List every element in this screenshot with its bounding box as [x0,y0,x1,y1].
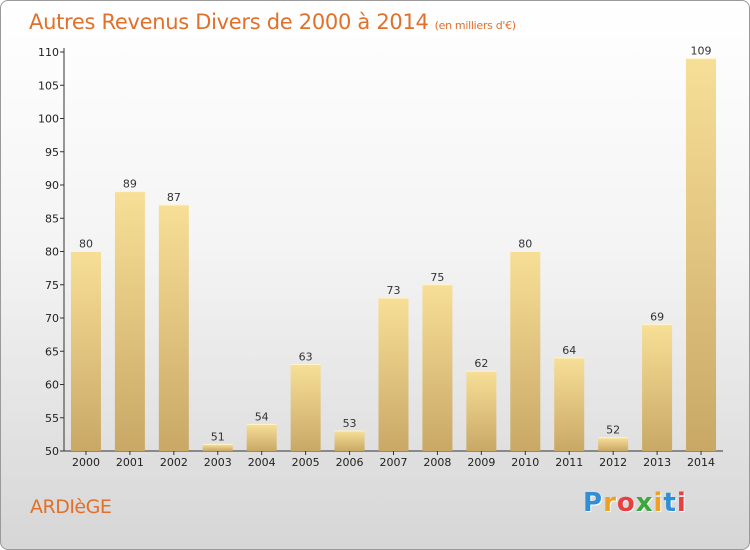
bar-value-label: 75 [430,271,444,284]
x-tick-label: 2003 [204,456,232,469]
x-tick-label: 2009 [467,456,495,469]
x-tick-label: 2000 [72,456,100,469]
y-tick-label: 90 [45,179,59,192]
bar [290,364,321,451]
bar-value-label: 53 [343,417,357,430]
town-name: ARDIèGE [30,496,112,518]
bar-value-label: 80 [79,238,93,251]
bar [378,298,409,451]
y-tick-label: 75 [45,279,59,292]
logo-letter: o [616,488,636,518]
bar-value-label: 54 [255,410,269,423]
bar-value-label: 64 [562,344,576,357]
logo-letter: r [603,488,617,518]
logo-letter: P [583,488,604,518]
logo-letter: i [653,488,664,518]
bar [334,431,365,451]
y-tick-label: 110 [38,46,59,59]
y-tick-label: 100 [38,113,59,126]
y-tick-label: 50 [45,445,59,458]
x-tick-label: 2008 [423,456,451,469]
x-tick-label: 2011 [555,456,583,469]
chart-unit: (en milliers d'€) [434,19,516,32]
y-tick-label: 70 [45,312,59,325]
logo-letter: x [635,488,654,518]
chart-title: Autres Revenus Divers de 2000 à 2014 (en … [29,10,516,34]
x-tick-label: 2010 [511,456,539,469]
x-tick-label: 2006 [336,456,364,469]
y-tick-label: 85 [45,212,59,225]
bar-value-label: 89 [123,178,137,191]
bar-value-label: 52 [606,424,620,437]
y-tick-label: 60 [45,379,59,392]
x-tick-label: 2013 [643,456,671,469]
bar [70,251,101,451]
y-tick-label: 80 [45,246,59,259]
logo-letter: i [676,488,687,518]
x-tick-label: 2014 [687,456,715,469]
bar [158,204,189,451]
y-tick-label: 105 [38,79,59,92]
bar [686,58,717,452]
x-tick-label: 2007 [380,456,408,469]
x-tick-label: 2004 [248,456,276,469]
bar [510,251,541,451]
bar [554,357,585,451]
bar-value-label: 109 [691,45,712,58]
y-tick-label: 55 [45,412,59,425]
bar [114,191,145,451]
proxiti-logo: Proxiti [583,488,687,518]
x-tick-label: 2005 [292,456,320,469]
bar [202,444,233,451]
bar-value-label: 80 [518,238,532,251]
bar [422,284,453,451]
bar [642,324,673,451]
bar-value-label: 87 [167,191,181,204]
bar-value-label: 51 [211,430,225,443]
bar [466,371,497,451]
bar-value-label: 63 [299,351,313,364]
x-tick-label: 2002 [160,456,188,469]
bar-value-label: 69 [650,311,664,324]
x-tick-label: 2012 [599,456,627,469]
bar-value-label: 73 [387,284,401,297]
y-tick-label: 95 [45,146,59,159]
bar [598,437,629,451]
x-tick-label: 2001 [116,456,144,469]
logo-letter: t [663,488,677,518]
y-tick-label: 65 [45,345,59,358]
bar [246,424,277,451]
bar-value-label: 62 [474,357,488,370]
